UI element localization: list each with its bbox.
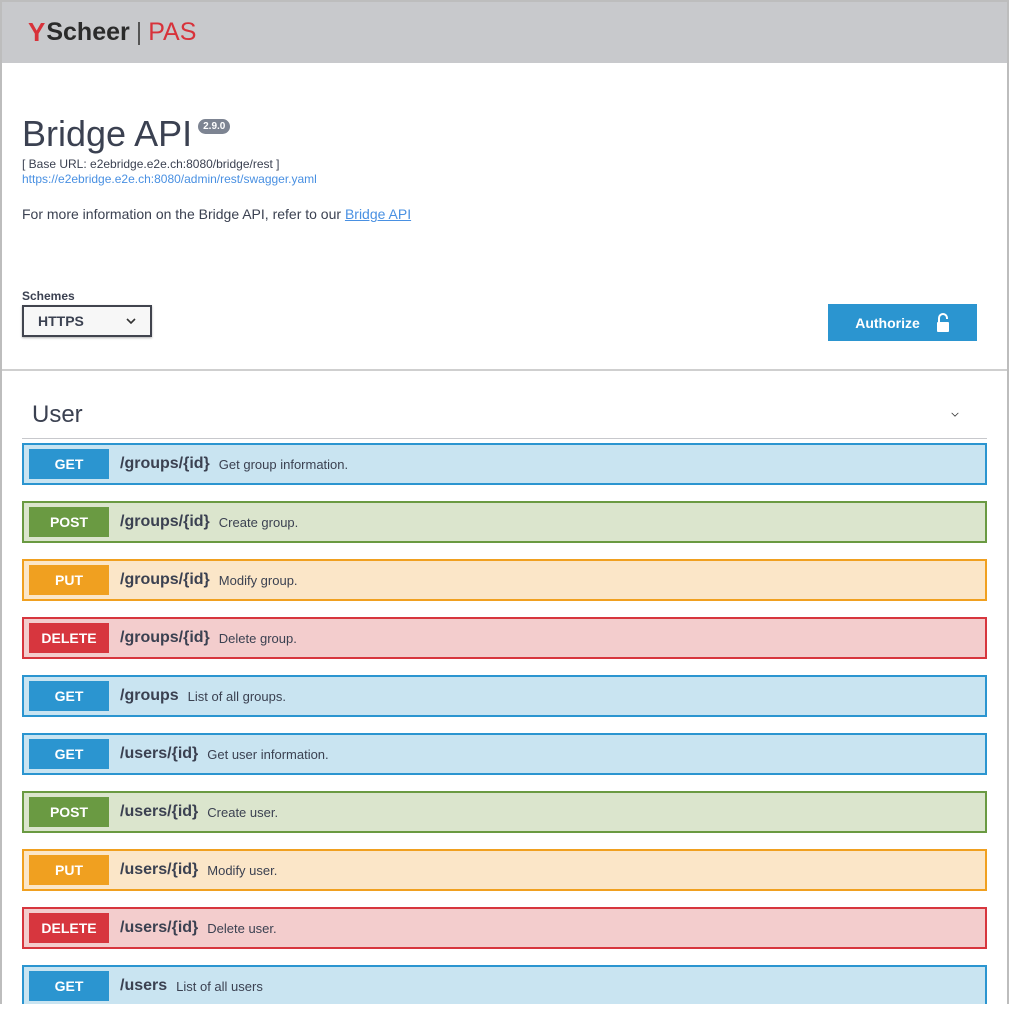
operation-path: /groups/{id} — [120, 571, 210, 588]
operation-path: /groups — [120, 687, 179, 704]
schemes-label: Schemes — [22, 289, 75, 303]
method-badge: DELETE — [29, 913, 109, 943]
operation-post[interactable]: POST/groups/{id} Create group. — [22, 501, 987, 543]
operation-get[interactable]: GET/groups List of all groups. — [22, 675, 987, 717]
operation-path: /groups/{id} — [120, 455, 210, 472]
description: For more information on the Bridge API, … — [22, 206, 987, 222]
method-badge: GET — [29, 971, 109, 1001]
method-badge: GET — [29, 449, 109, 479]
operation-path: /users — [120, 977, 168, 994]
description-text: For more information on the Bridge API, … — [22, 206, 345, 222]
operation-summary: Get user information. — [207, 746, 329, 762]
operation-get[interactable]: GET/groups/{id} Get group information. — [22, 443, 987, 485]
operation-summary: Delete user. — [207, 920, 277, 936]
method-badge: GET — [29, 681, 109, 711]
operations-section: User GET/groups/{id} Get group informatio… — [2, 371, 1007, 1004]
authorize-button[interactable]: Authorize — [828, 304, 977, 341]
api-info: Bridge API 2.9.0 [ Base URL: e2ebridge.e… — [2, 63, 1007, 371]
logo-mark: Y — [28, 17, 46, 47]
bridge-api-link[interactable]: Bridge API — [344, 206, 412, 222]
tag-name: User — [32, 400, 83, 428]
operation-delete[interactable]: DELETE/users/{id} Delete user. — [22, 907, 987, 949]
operation-summary: List of all users — [176, 978, 263, 994]
tag-user-header[interactable]: User — [22, 371, 987, 439]
operation-delete[interactable]: DELETE/groups/{id} Delete group. — [22, 617, 987, 659]
operation-put[interactable]: PUT/users/{id} Modify user. — [22, 849, 987, 891]
unlock-icon — [936, 312, 949, 332]
operation-path: /users/{id} — [120, 803, 199, 820]
spec-link[interactable]: https://e2ebridge.e2e.ch:8080/admin/rest… — [22, 172, 317, 186]
operation-get[interactable]: GET/users List of all users — [22, 965, 987, 1004]
top-bar: Y Scheer | PAS — [2, 2, 1007, 63]
operation-get[interactable]: GET/users/{id} Get user information. — [22, 733, 987, 775]
method-badge: DELETE — [29, 623, 109, 653]
operation-summary: Delete group. — [218, 630, 297, 646]
operation-put[interactable]: PUT/groups/{id} Modify group. — [22, 559, 987, 601]
method-badge: GET — [29, 739, 109, 769]
operation-summary: Get group information. — [218, 456, 349, 472]
schemes: Schemes HTTPS — [22, 289, 152, 337]
version-badge: 2.9.0 — [198, 119, 231, 134]
logo-separator: | — [135, 18, 143, 46]
operation-path: /groups/{id} — [120, 629, 210, 646]
operation-summary: List of all groups. — [187, 688, 286, 704]
operation-path: /users/{id} — [120, 919, 199, 936]
chevron-down-icon[interactable] — [945, 393, 965, 417]
operation-path: /groups/{id} — [120, 513, 210, 530]
logo-product: PAS — [148, 18, 197, 46]
schemes-selected: HTTPS — [38, 313, 84, 329]
scheer-pas-logo: Y Scheer | PAS — [28, 17, 196, 48]
method-badge: POST — [29, 797, 109, 827]
operation-summary: Modify user. — [207, 862, 278, 878]
operation-summary: Create user. — [207, 804, 279, 820]
operation-path: /users/{id} — [120, 745, 199, 762]
operation-post[interactable]: POST/users/{id} Create user. — [22, 791, 987, 833]
method-badge: PUT — [29, 565, 109, 595]
chevron-down-icon — [126, 318, 136, 324]
page-title: Bridge API — [22, 113, 193, 154]
operation-summary: Modify group. — [218, 572, 298, 588]
authorize-label: Authorize — [855, 314, 920, 331]
method-badge: PUT — [29, 855, 109, 885]
method-badge: POST — [29, 507, 109, 537]
schemes-select[interactable]: HTTPS — [22, 305, 152, 337]
operation-path: /users/{id} — [120, 861, 199, 878]
operation-summary: Create group. — [218, 514, 299, 530]
base-url: [ Base URL: e2ebridge.e2e.ch:8080/bridge… — [22, 157, 280, 171]
logo-name: Scheer — [46, 18, 130, 46]
